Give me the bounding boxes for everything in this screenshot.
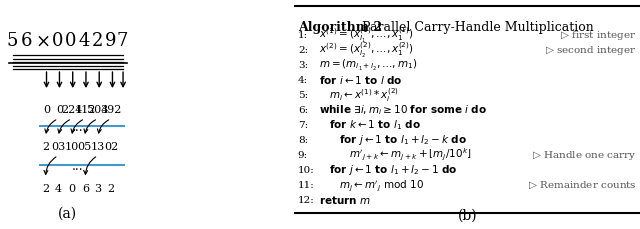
Text: 3: 3 [95,183,102,193]
Text: $\quad m_i \leftarrow x^{(1)} * x^{(2)}_i$: $\quad m_i \leftarrow x^{(1)} * x^{(2)}_… [319,86,399,104]
Text: 224: 224 [61,105,83,115]
Text: 5:: 5: [298,90,308,100]
Text: 112: 112 [75,105,96,115]
Text: 8:: 8: [298,135,308,144]
Text: 0: 0 [56,105,63,115]
Text: 504: 504 [87,105,109,115]
Text: ×: × [35,32,51,50]
Text: 10:: 10: [298,165,315,174]
Text: 3:: 3: [298,61,308,70]
Text: 7: 7 [116,32,128,50]
Text: 392: 392 [100,105,122,115]
Text: 0: 0 [65,32,76,50]
Text: 10: 10 [65,142,79,152]
Text: $\quad\quad\quad m'_{j+k} \leftarrow m_{j+k} + \lfloor m_j/10^k \rfloor$: $\quad\quad\quad m'_{j+k} \leftarrow m_{… [319,147,471,163]
Text: 4:: 4: [298,76,308,85]
Text: 6: 6 [82,183,89,193]
Text: 05: 05 [77,142,92,152]
Text: $\triangleright$ second integer: $\triangleright$ second integer [545,44,637,57]
Text: 2:: 2: [298,46,308,55]
Text: $\quad\mathbf{for}\ j \leftarrow 1\ \mathbf{to}\ l_1+l_2-1\ \mathbf{do}$: $\quad\mathbf{for}\ j \leftarrow 1\ \mat… [319,163,457,176]
Text: 2: 2 [42,183,49,193]
Text: 11:: 11: [298,180,315,189]
Text: 0: 0 [68,183,75,193]
Text: 2: 2 [92,32,103,50]
Text: 4: 4 [55,183,62,193]
Text: $\mathbf{for}\ i \leftarrow 1\ \mathbf{to}\ l\ \mathbf{do}$: $\mathbf{for}\ i \leftarrow 1\ \mathbf{t… [319,74,402,86]
Text: 12:: 12: [298,195,315,204]
Text: $\quad\mathbf{for}\ k \leftarrow 1\ \mathbf{to}\ l_1\ \mathbf{do}$: $\quad\mathbf{for}\ k \leftarrow 1\ \mat… [319,118,420,132]
Text: 0: 0 [44,105,51,115]
Text: (b): (b) [458,208,477,222]
Text: 02: 02 [104,142,118,152]
Text: ...: ... [72,160,84,172]
Text: 4: 4 [78,32,90,50]
Text: 0: 0 [52,32,63,50]
Text: $\quad\quad m_j \leftarrow m'_j\ \mathrm{mod}\ 10$: $\quad\quad m_j \leftarrow m'_j\ \mathrm… [319,177,424,192]
Text: 9: 9 [105,32,116,50]
Text: 5: 5 [6,32,17,50]
Text: $\triangleright$ Handle one carry: $\triangleright$ Handle one carry [532,148,637,161]
Text: 9:: 9: [298,150,308,159]
Text: 03: 03 [51,142,65,152]
Text: Parallel Carry-Handle Multiplication: Parallel Carry-Handle Multiplication [358,21,594,34]
Text: 6: 6 [20,32,32,50]
Text: 2: 2 [108,183,115,193]
Text: ...: ... [72,121,84,134]
Text: Algorithm 2: Algorithm 2 [298,21,382,34]
Text: $\triangleright$ first integer: $\triangleright$ first integer [561,29,637,42]
Text: $\triangleright$ Remainder counts: $\triangleright$ Remainder counts [528,179,637,190]
Text: $\mathbf{while}\ \exists i, m_i \geq 10\ \mathbf{for\ some}\ i\ \mathbf{do}$: $\mathbf{while}\ \exists i, m_i \geq 10\… [319,103,486,117]
Text: $m = (m_{l_1+l_2},\ldots,m_1)$: $m = (m_{l_1+l_2},\ldots,m_1)$ [319,58,417,73]
Text: $\quad\quad\mathbf{for}\ j \leftarrow 1\ \mathbf{to}\ l_1+l_2-k\ \mathbf{do}$: $\quad\quad\mathbf{for}\ j \leftarrow 1\… [319,133,467,147]
Text: 6:: 6: [298,105,308,114]
Text: $x^{(2)} = (x^{(2)}_{l_2},\ldots,x^{(2)}_1)$: $x^{(2)} = (x^{(2)}_{l_2},\ldots,x^{(2)}… [319,41,413,60]
Text: $\mathbf{return}\ m$: $\mathbf{return}\ m$ [319,193,371,205]
Text: 13: 13 [91,142,105,152]
Text: (a): (a) [58,206,77,220]
Text: $x^{(1)} = (x^{(1)}_{l_1},\ldots,x^{(1)}_1)$: $x^{(1)} = (x^{(1)}_{l_1},\ldots,x^{(1)}… [319,26,413,45]
Text: 2: 2 [42,142,49,152]
Text: 7:: 7: [298,120,308,129]
Text: 1:: 1: [298,31,308,40]
